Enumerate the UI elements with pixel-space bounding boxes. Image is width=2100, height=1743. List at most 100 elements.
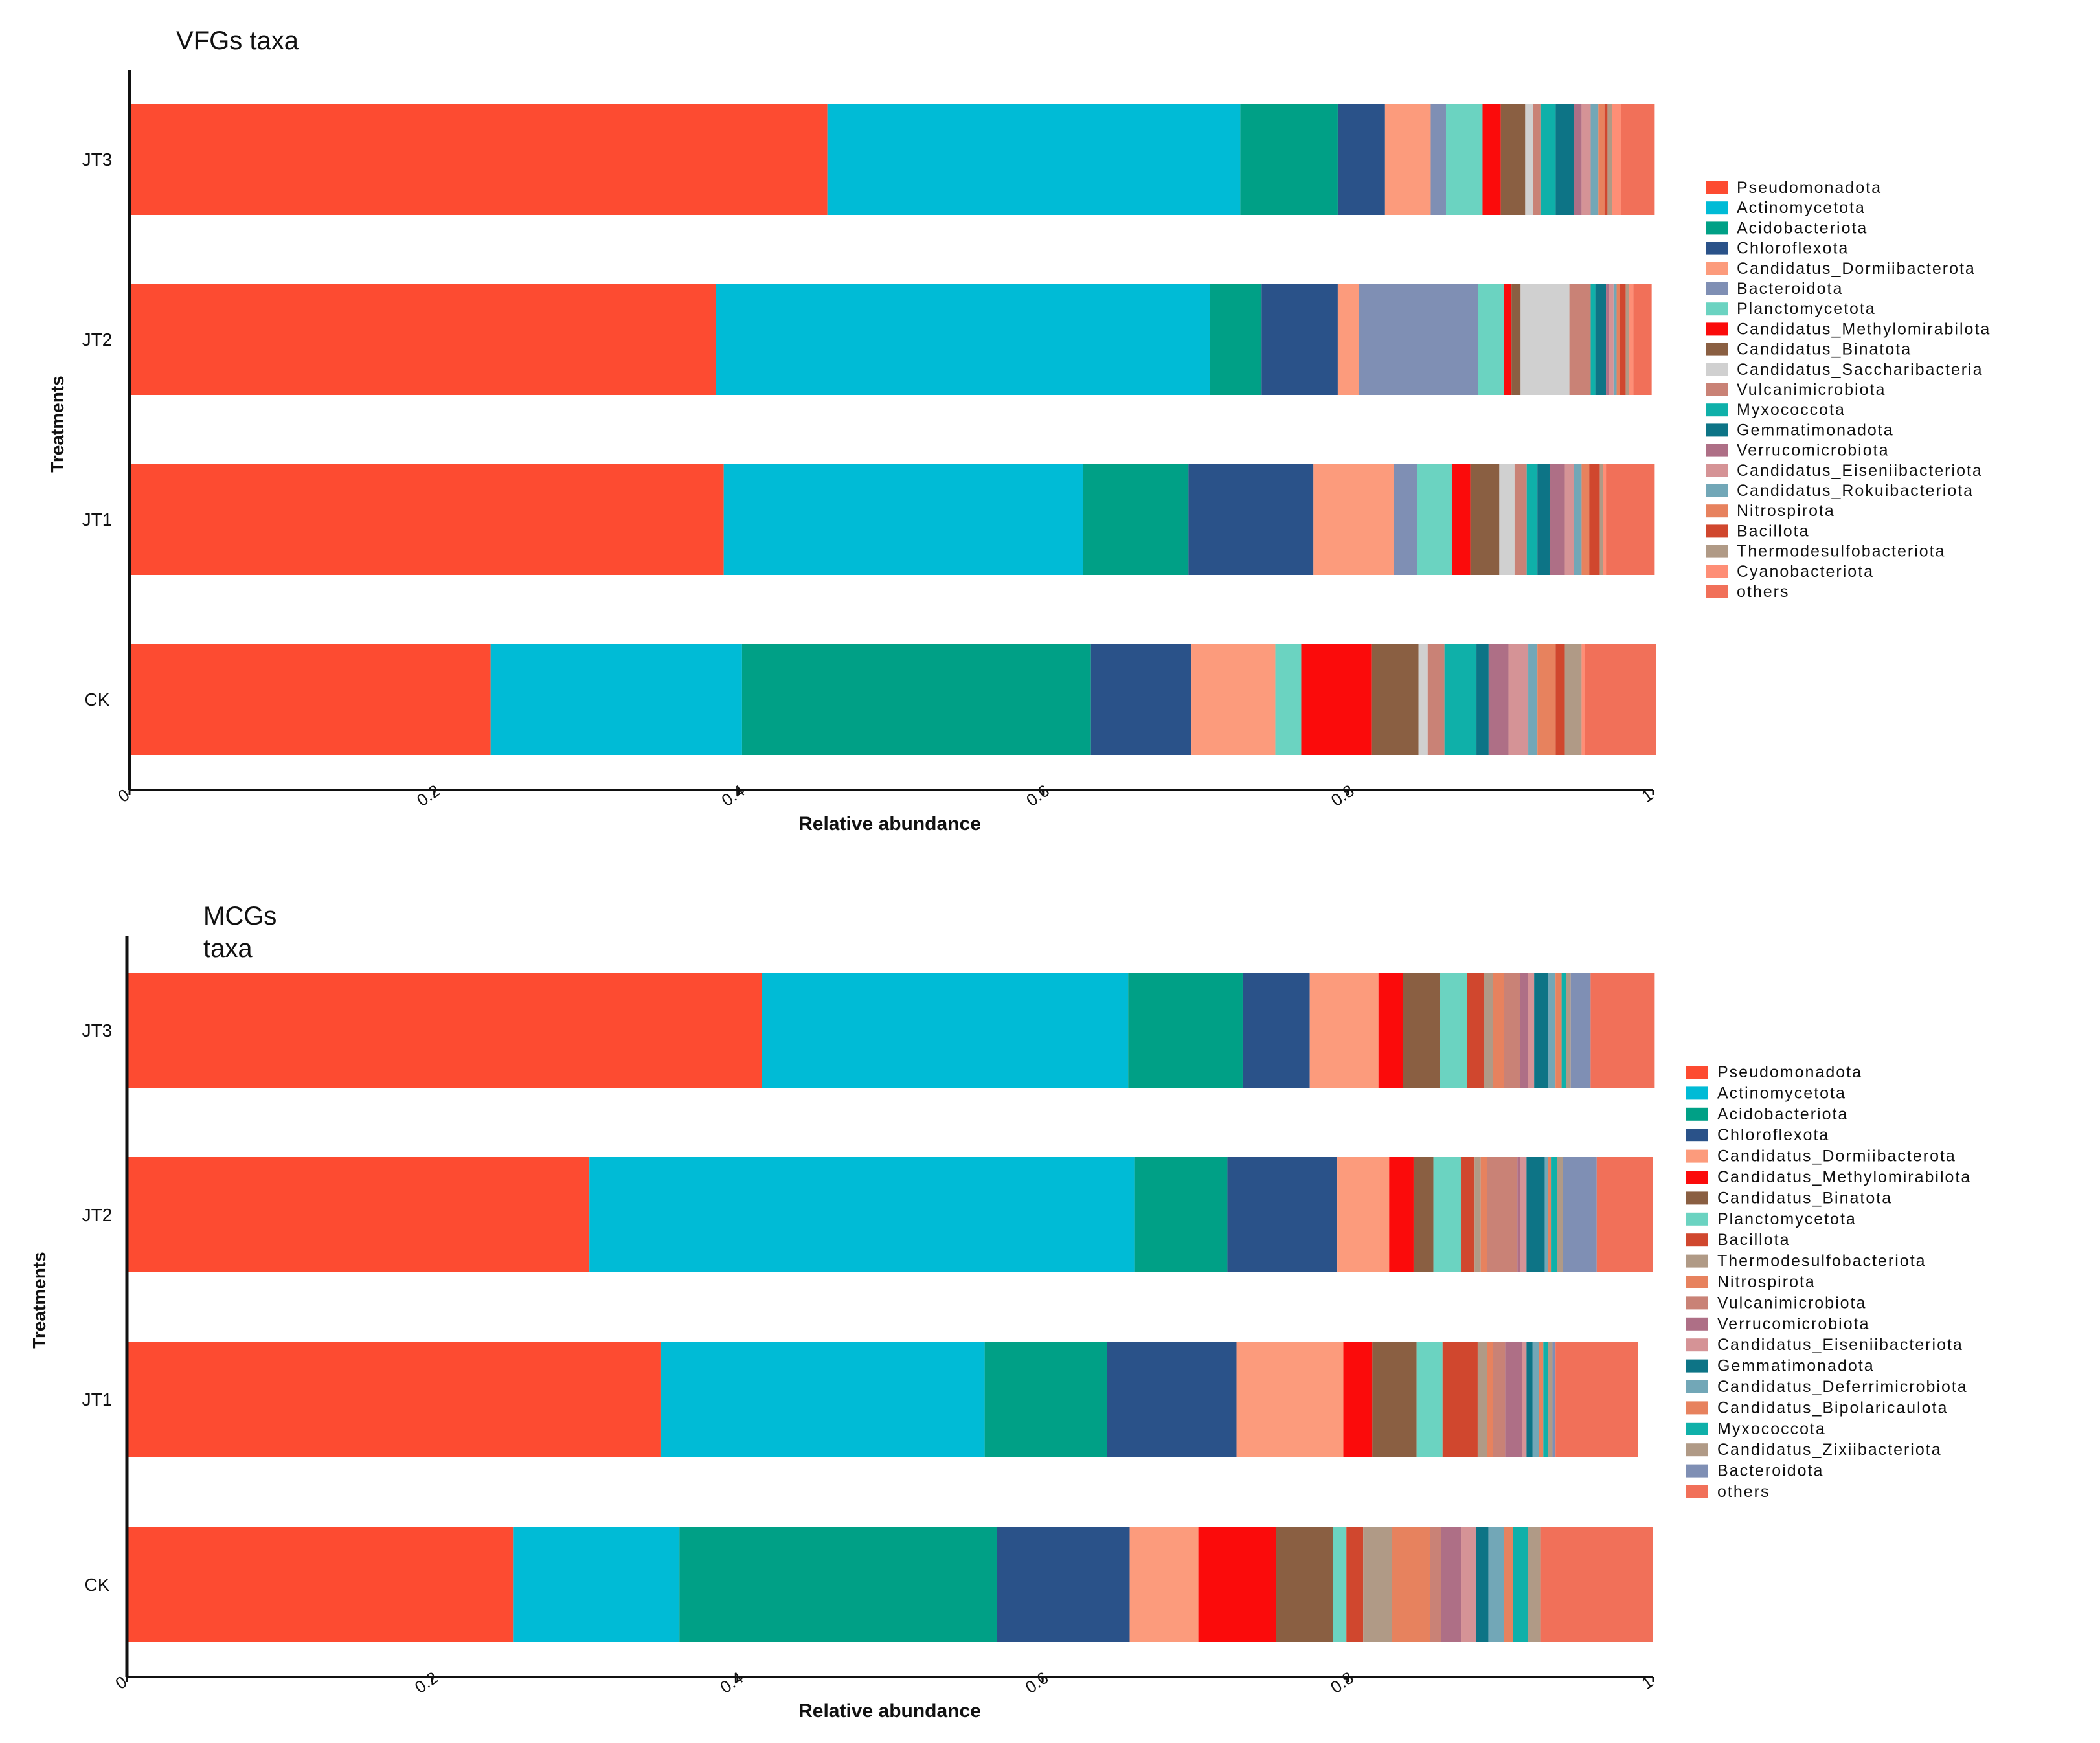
mcgs-legend-swatch-candidatus-deferrimicrobiota [1686,1380,1708,1393]
vfgs-legend-swatch-acidobacteriota [1706,221,1728,235]
vfgs-bar-jt2-vulcanimicrobiota [1569,284,1591,395]
vfgs-bar-ck-others [1585,644,1656,755]
mcgs-bar-jt1-gemmatimonadota [1526,1342,1533,1457]
vfgs-legend-label-chloroflexota: Chloroflexota [1737,240,1849,258]
vfgs-bar-ck-candidatus-dormiibacterota [1191,644,1276,755]
mcgs-bar-jt2-bacillota [1461,1157,1475,1272]
mcgs-bar-jt2-chloroflexota [1227,1157,1338,1272]
mcgs-bar-jt3-nitrospirota [1493,973,1504,1088]
mcgs-legend-swatch-bacillota [1686,1233,1708,1247]
mcgs-bar-ck-candidatus-zixiibacteriota [1528,1527,1541,1642]
mcgs-bar-jt1-verrucomicrobiota [1505,1342,1522,1457]
mcgs-bar-jt3-candidatus-eiseniibacteriota [1528,973,1535,1088]
vfgs-legend-label-gemmatimonadota: Gemmatimonadota [1737,421,1894,439]
mcgs-bar-ck-pseudomonadota [127,1527,514,1642]
vfgs-bar-jt1-candidatus-methylomirabilota [1452,464,1471,575]
mcgs-bar-jt1-candidatus-eiseniibacteriota [1522,1342,1527,1457]
mcgs-bar-jt3-chloroflexota [1242,973,1310,1088]
vfgs-bar-jt2-others [1633,284,1652,395]
vfgs-legend-label-myxococcota: Myxococcota [1737,401,1846,419]
vfgs-bar-jt3-candidatus-saccharibacteria [1525,104,1533,215]
vfgs-bar-ck-pseudomonadota [130,644,491,755]
vfgs-bar-jt2-candidatus-binatota [1511,284,1521,395]
vfgs-bar-ck-candidatus-saccharibacteria [1418,644,1428,755]
mcgs-x-tick-label-4: 0.8 [1327,1668,1357,1697]
mcgs-bar-jt2-nitrospirota [1480,1157,1487,1272]
vfgs-category-label-jt2: JT2 [82,330,113,350]
vfgs-bar-jt2-candidatus-eiseniibacteriota [1609,284,1614,395]
vfgs-bar-jt1-candidatus-eiseniibacteriota [1564,464,1574,575]
mcgs-legend-label-candidatus-deferrimicrobiota: Candidatus_Deferrimicrobiota [1717,1378,1968,1396]
mcgs-bar-jt1-acidobacteriota [984,1342,1107,1457]
mcgs-bar-jt2-thermodesulfobacteriota [1474,1157,1481,1272]
mcgs-category-label-ck: CK [85,1575,110,1595]
vfgs-bar-jt3-bacteroidota [1430,104,1446,215]
mcgs-bar-jt1-myxococcota [1543,1342,1548,1457]
vfgs-x-tick-label-2: 0.4 [718,781,749,810]
vfgs-bar-jt2-chloroflexota [1261,284,1338,395]
mcgs-legend-label-pseudomonadota: Pseudomonadota [1717,1063,1862,1081]
vfgs-legend-label-bacteroidota: Bacteroidota [1737,280,1843,298]
mcgs-panel: MCGs taxa Treatments Relative abundance … [29,902,1971,1722]
mcgs-x-tick-label-3: 0.6 [1022,1668,1052,1697]
vfgs-bar-jt1-actinomycetota [723,464,1083,575]
vfgs-legend-label-candidatus-saccharibacteria: Candidatus_Saccharibacteria [1737,361,1983,379]
vfgs-legend-swatch-bacillota [1706,524,1728,538]
mcgs-bar-ck-candidatus-bipolaricaulota [1504,1527,1513,1642]
mcgs-bar-jt2-candidatus-bipolaricaulota [1548,1157,1552,1272]
mcgs-legend-swatch-bacteroidota [1686,1464,1708,1478]
vfgs-legend-swatch-cyanobacteriota [1706,565,1728,578]
vfgs-legend-swatch-candidatus-dormiibacterota [1706,262,1728,275]
vfgs-legend-label-nitrospirota: Nitrospirota [1737,502,1835,520]
vfgs-bar-jt1-candidatus-rokuibacteriota [1574,464,1582,575]
mcgs-legend-label-bacteroidota: Bacteroidota [1717,1462,1823,1480]
vfgs-bar-ck-acidobacteriota [741,644,1091,755]
mcgs-legend-label-acidobacteriota: Acidobacteriota [1717,1105,1848,1123]
vfgs-legend: Pseudomonadota Actinomycetota Acidobacteri… [1706,179,1989,601]
vfgs-bar-jt2-planctomycetota [1478,284,1504,395]
vfgs-bar-jt1-candidatus-saccharibacteria [1499,464,1515,575]
mcgs-category-label-jt1: JT1 [82,1389,113,1410]
vfgs-bar-jt1-pseudomonadota [130,464,724,575]
vfgs-bar-jt2-acidobacteriota [1210,284,1262,395]
vfgs-bar-jt1-others [1606,464,1655,575]
vfgs-bar-jt3-vulcanimicrobiota [1533,104,1541,215]
vfgs-legend-swatch-actinomycetota [1706,201,1728,215]
mcgs-bar-jt3-planctomycetota [1440,973,1467,1088]
mcgs-legend-swatch-verrucomicrobiota [1686,1317,1708,1331]
mcgs-bar-jt3-acidobacteriota [1128,973,1243,1088]
vfgs-bars [130,104,1656,755]
vfgs-bar-jt1-gemmatimonadota [1537,464,1550,575]
vfgs-x-tick-label-5: 1 [1638,785,1656,806]
vfgs-bar-jt3-chloroflexota [1337,104,1385,215]
mcgs-category-label-jt3: JT3 [82,1020,113,1040]
mcgs-bar-jt1-candidatus-methylomirabilota [1343,1342,1373,1457]
vfgs-legend-swatch-bacteroidota [1706,282,1728,295]
mcgs-legend-label-gemmatimonadota: Gemmatimonadota [1717,1357,1875,1375]
mcgs-bar-jt3-candidatus-deferrimicrobiota [1548,973,1556,1088]
mcgs-legend-label-candidatus-methylomirabilota: Candidatus_Methylomirabilota [1717,1168,1971,1186]
mcgs-legend-swatch-gemmatimonadota [1686,1359,1708,1373]
mcgs-bar-ck-actinomycetota [513,1527,680,1642]
vfgs-legend-label-vulcanimicrobiota: Vulcanimicrobiota [1737,381,1886,399]
vfgs-bar-jt1-verrucomicrobiota [1550,464,1565,575]
mcgs-bar-jt2-vulcanimicrobiota [1487,1157,1518,1272]
vfgs-x-axis-label: Relative abundance [798,813,981,835]
mcgs-legend-label-bacillota: Bacillota [1717,1231,1790,1249]
vfgs-bar-jt2-actinomycetota [716,284,1210,395]
vfgs-legend-label-verrucomicrobiota: Verrucomicrobiota [1737,442,1889,460]
vfgs-bar-jt2-candidatus-saccharibacteria [1520,284,1570,395]
mcgs-bar-ck-gemmatimonadota [1476,1527,1489,1642]
mcgs-bar-jt3-candidatus-zixiibacteriota [1566,973,1571,1088]
vfgs-bar-jt3-thermodesulfobacteriota [1607,104,1612,215]
mcgs-bar-jt3-actinomycetota [762,973,1129,1088]
vfgs-legend-label-candidatus-dormiibacterota: Candidatus_Dormiibacterota [1737,260,1976,278]
mcgs-bar-jt3-gemmatimonadota [1534,973,1548,1088]
mcgs-bar-jt2-actinomycetota [589,1157,1135,1272]
mcgs-legend-swatch-candidatus-bipolaricaulota [1686,1401,1708,1415]
vfgs-bar-jt3-candidatus-dormiibacterota [1384,104,1431,215]
mcgs-bar-jt3-myxococcota [1561,973,1566,1088]
mcgs-x-tick-label-1: 0.2 [411,1668,442,1697]
vfgs-bar-jt1-acidobacteriota [1083,464,1189,575]
